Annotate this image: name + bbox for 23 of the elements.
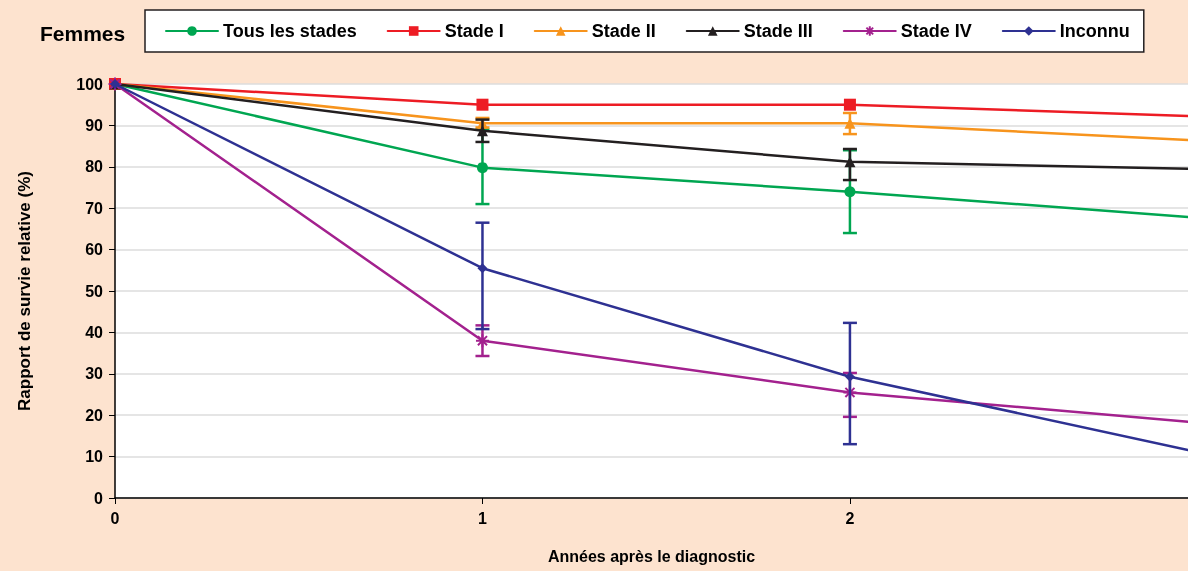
chart-title: Femmes: [40, 22, 126, 45]
legend-label: Stade IV: [900, 21, 972, 41]
y-tick-label: 0: [94, 489, 104, 507]
y-tick-label: 50: [85, 282, 104, 300]
y-tick-label: 90: [85, 116, 104, 134]
y-tick-label: 40: [85, 323, 104, 341]
y-axis-title: Rapport de survie relative (%): [15, 171, 34, 411]
x-tick-label: 1: [478, 509, 488, 527]
x-tick-label: 0: [110, 509, 120, 527]
y-tick-label: 30: [85, 365, 104, 383]
y-tick-label: 70: [85, 199, 104, 217]
y-tick-label: 20: [85, 406, 104, 424]
y-tick-label: 100: [76, 75, 104, 93]
legend-label: Tous les stades: [223, 21, 357, 41]
x-tick-label: 2: [845, 509, 855, 527]
y-tick-label: 60: [85, 241, 104, 259]
legend-label: Stade III: [743, 21, 813, 41]
legend-label: Stade II: [591, 21, 656, 41]
x-axis-title: Années après le diagnostic: [547, 547, 756, 565]
legend-label: Stade I: [444, 21, 504, 41]
y-tick-label: 80: [85, 158, 104, 176]
y-tick-label: 10: [85, 448, 104, 466]
legend-label: Inconnu: [1059, 21, 1130, 41]
